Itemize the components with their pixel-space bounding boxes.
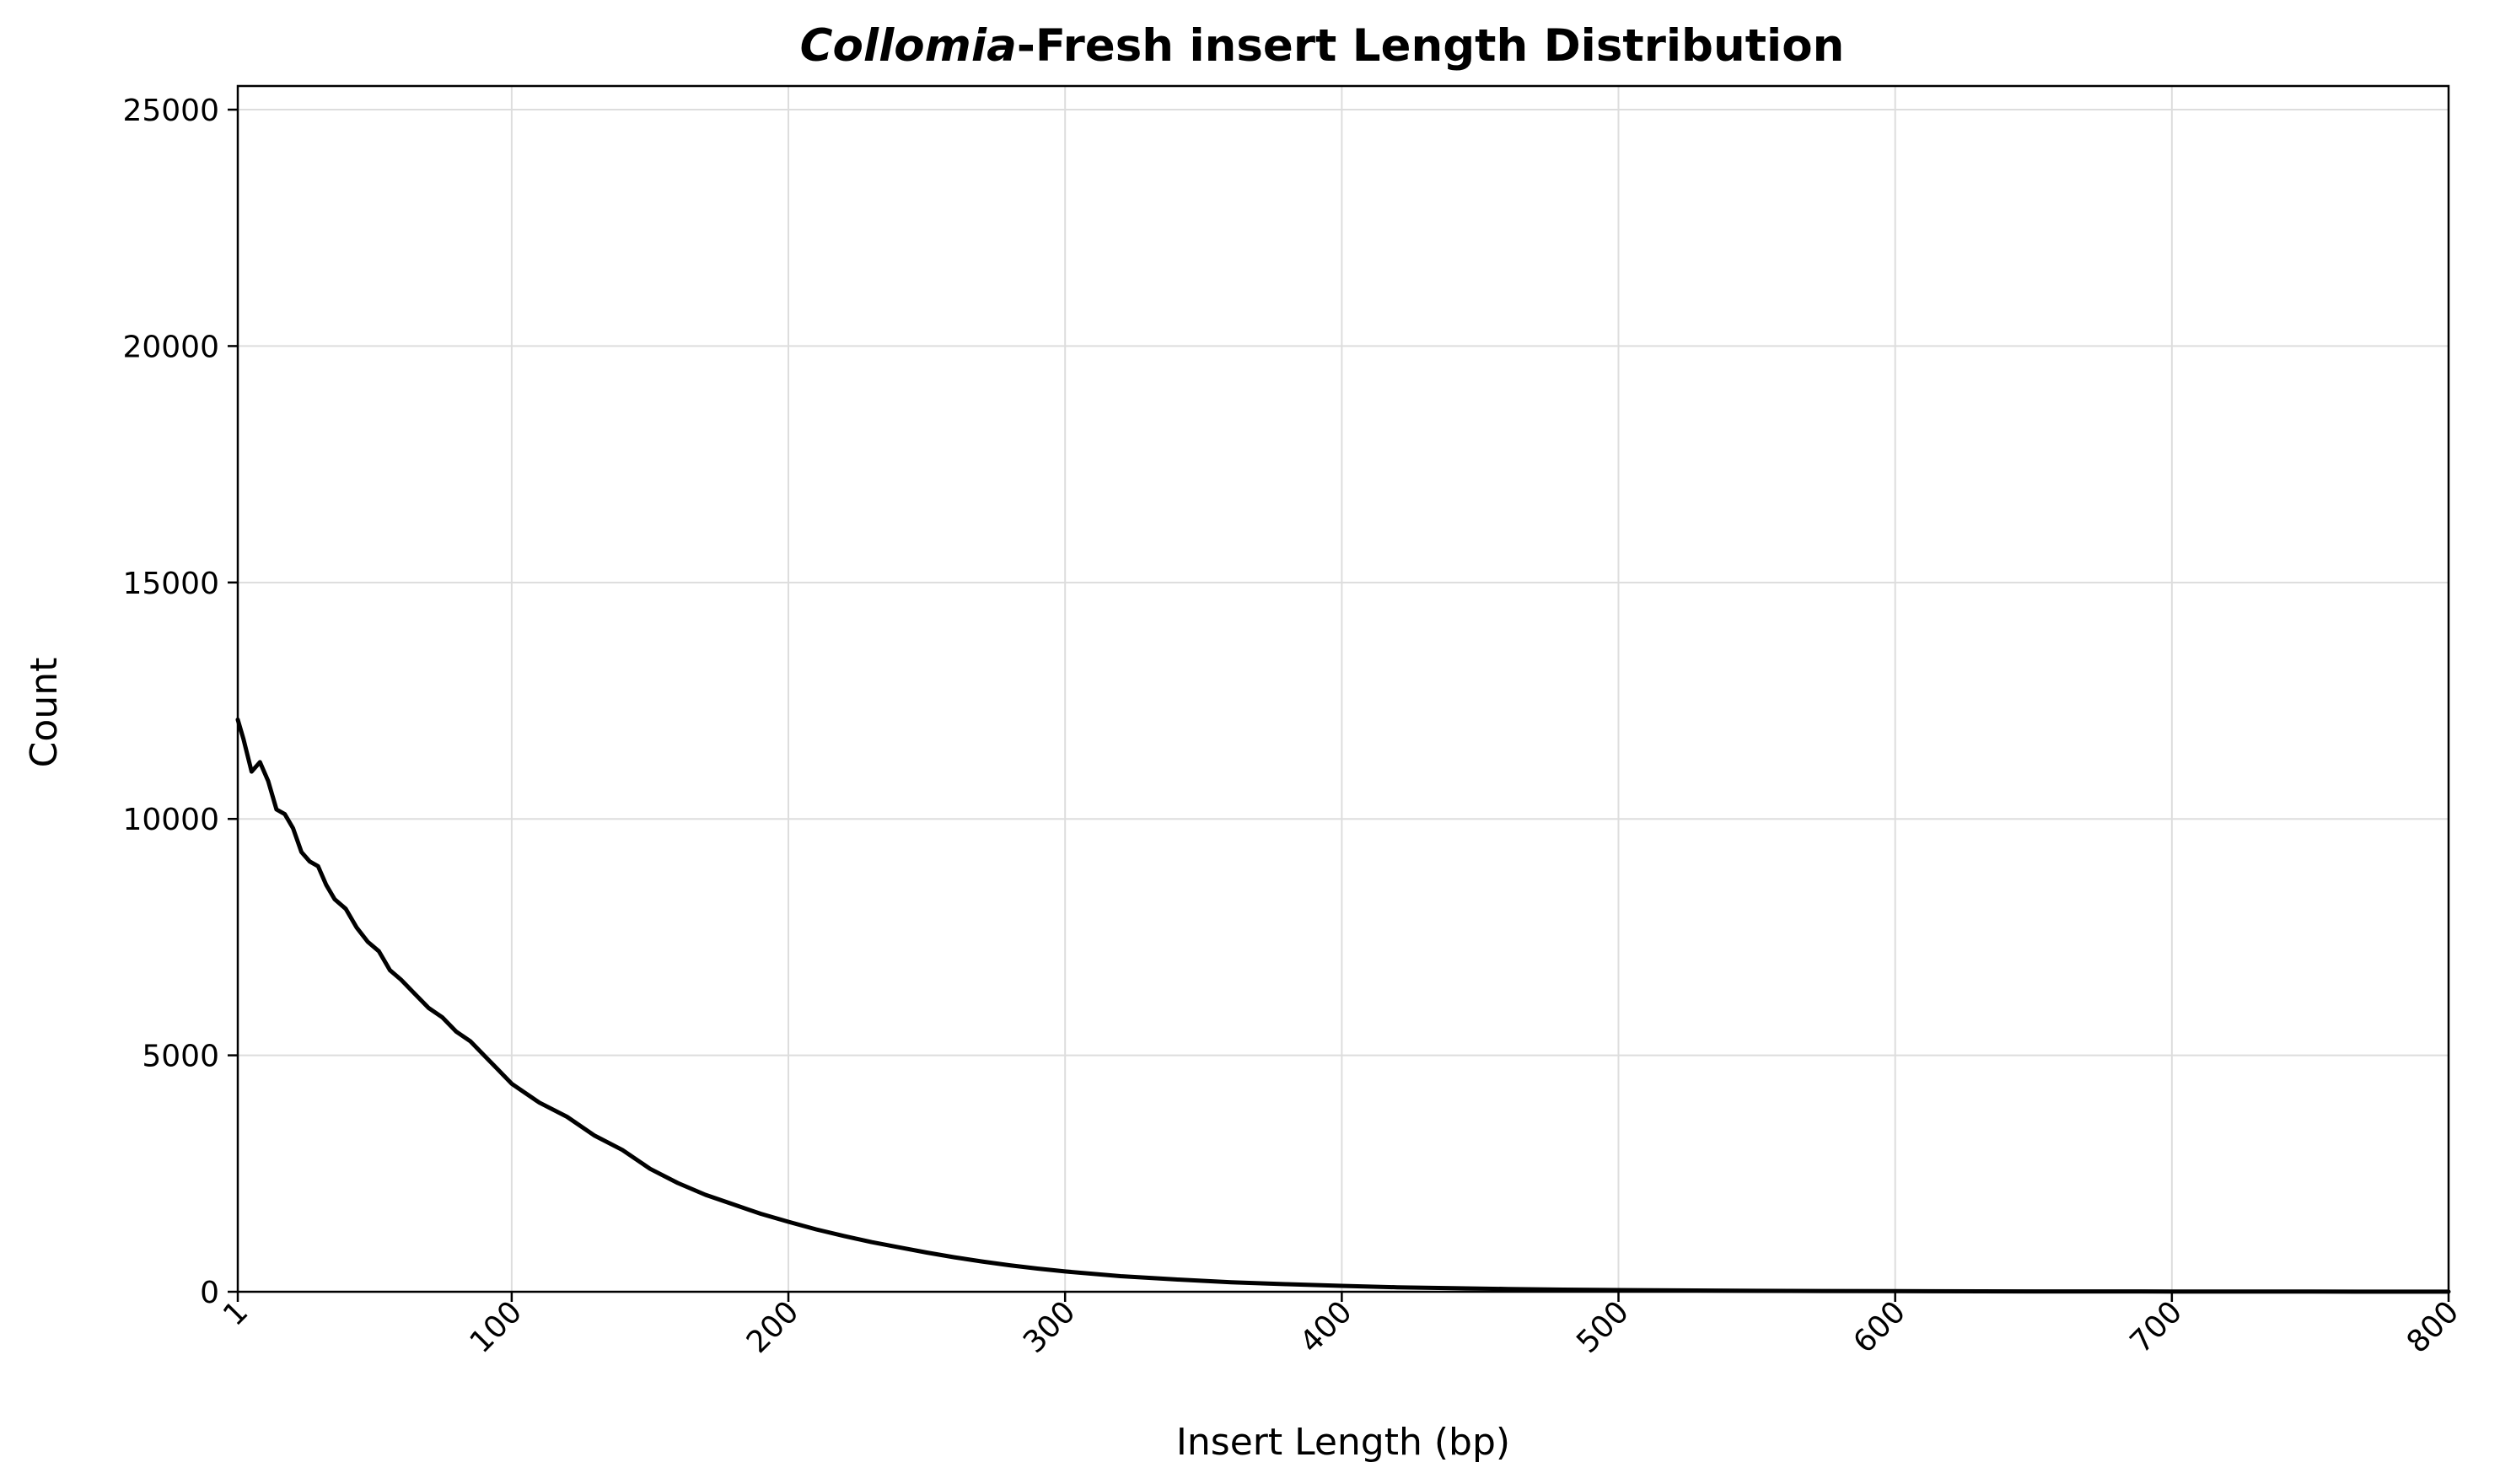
x-tick-label: 400 [1293,1294,1359,1360]
x-tick-label: 100 [464,1294,530,1360]
y-tick-label: 20000 [122,330,219,364]
x-tick-label: 500 [1570,1294,1636,1360]
chart-title: Collomia-Fresh insert Length Distributio… [800,20,1845,72]
x-tick-label: 700 [2124,1294,2190,1360]
grid [237,86,2449,1293]
x-tick-label: 200 [740,1294,806,1360]
y-tick-label: 10000 [122,803,219,837]
y-tick-label: 25000 [122,94,219,128]
y-tick-label: 15000 [122,567,219,601]
chart-title-italic: Collomia [800,20,1017,72]
x-axis-label: Insert Length (bp) [1176,1421,1510,1464]
chart-title-rest: -Fresh insert Length Distribution [1017,20,1845,72]
y-tick-label: 5000 [142,1040,219,1074]
axis-ticks: 1 100 200 300 400 500 600 700 800 0 5000 10000 15000… [122,94,2465,1360]
x-tick-label: 1 [217,1294,255,1332]
y-axis-label: Count [23,658,66,768]
series-line [235,718,2451,1294]
plot-frame [236,84,2450,1293]
x-tick-label: 800 [2401,1294,2466,1360]
x-tick-label: 300 [1017,1294,1083,1360]
y-tick-label: 0 [200,1276,219,1310]
x-tick-label: 600 [1847,1294,1912,1360]
